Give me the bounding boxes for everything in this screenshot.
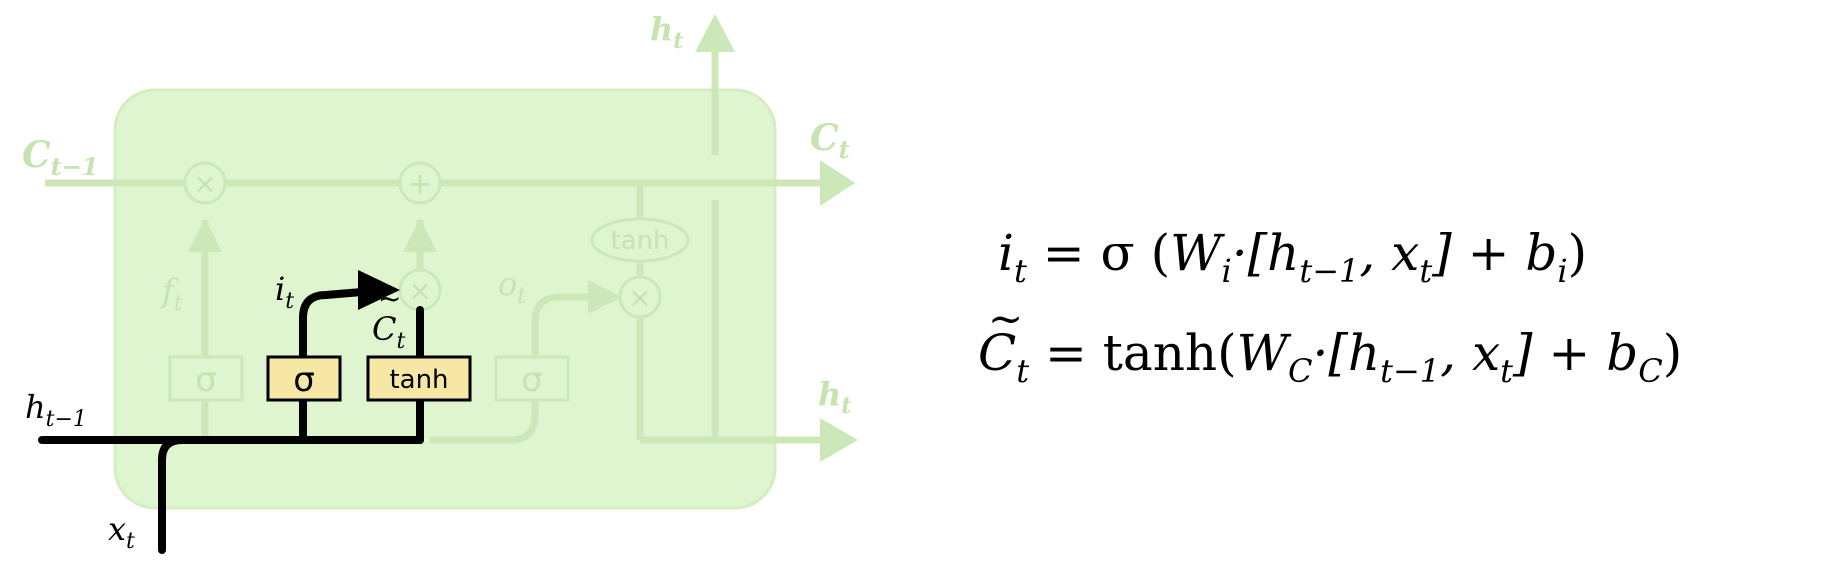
eq1-w-sub: i	[1221, 252, 1232, 290]
input-sigma-box	[266, 355, 342, 402]
box-sigma-output: σ	[521, 360, 543, 400]
label-h-right: ht	[818, 375, 851, 419]
faded-labels: Ct−1 Ct ht ht ft ot	[22, 10, 851, 419]
faded-arrowheads	[188, 14, 858, 462]
eq1-close: ] + b	[1432, 224, 1558, 282]
op-mult-input: ×	[408, 274, 431, 307]
faded-box-labels: σ σ	[195, 360, 543, 400]
eq2-lhs-letter: C	[978, 324, 1017, 382]
eq1-lhs-sub: t	[1014, 252, 1027, 290]
equation-input-gate: it = σ (Wi·[ht−1, xt] + bi)	[998, 228, 1587, 287]
eq1-b-sub: i	[1557, 252, 1568, 290]
faded-boxes	[168, 355, 570, 402]
eq2-close: ] + b	[1513, 324, 1639, 382]
tanh-cell-ellipse	[590, 217, 690, 263]
box-sigma-forget: σ	[195, 360, 217, 400]
eq2-end: )	[1662, 324, 1683, 382]
eq2-w-sub: C	[1288, 352, 1313, 390]
label-o-t: ot	[498, 265, 526, 309]
label-c-tilde-tilde: ~	[378, 282, 401, 315]
tanh-candidate-box	[366, 355, 472, 402]
op-add-cell: +	[407, 167, 432, 202]
input-gate-arrow	[358, 270, 400, 310]
h-top-arrow	[695, 14, 735, 52]
input-gate-path	[299, 288, 366, 361]
eq2-mid: ·[h	[1312, 324, 1381, 382]
eq1-eq: = σ (	[1026, 224, 1171, 282]
add-circle	[398, 161, 442, 205]
eq1-comma: , x	[1359, 224, 1420, 282]
faded-op-labels: × + × × tanh	[193, 167, 669, 314]
eq1-h-sub: t−1	[1299, 252, 1360, 290]
h-right-arrow	[820, 418, 858, 462]
eq1-mid: ·[h	[1231, 224, 1300, 282]
output-mult-circle	[618, 275, 662, 319]
lstm-cell-diagram: × + × × tanh σ σ Ct−1 Ct ht ht ft ot σ	[22, 10, 858, 554]
output-arrow	[588, 280, 622, 314]
op-mult-forget: ×	[193, 167, 216, 200]
box-tanh-candidate: tanh	[389, 365, 448, 395]
eq1-lhs: i	[998, 224, 1014, 282]
eq2-x-sub: t	[1500, 352, 1514, 390]
eq2-h-sub: t−1	[1380, 352, 1441, 390]
forget-mult-circle	[183, 161, 227, 205]
highlight-box-labels: σ tanh	[293, 360, 448, 400]
label-i-t: it	[275, 270, 294, 314]
eq2-lhs: C	[978, 298, 1024, 378]
add-arrow	[403, 218, 437, 252]
label-h-prev: ht−1	[25, 388, 87, 432]
equation-candidate: Ct = tanh(WC·[ht−1, xt] + bC)	[978, 298, 1682, 390]
box-sigma-input: σ	[293, 360, 315, 400]
highlight-boxes	[266, 355, 472, 402]
forget-arrow	[188, 218, 222, 252]
cell-background	[113, 88, 777, 510]
forget-sigma-box	[168, 355, 244, 402]
label-x-t: xt	[108, 510, 135, 554]
box-tanh-cell: tanh	[610, 226, 669, 256]
highlight-labels: ht−1 xt it ~ Ct	[25, 270, 405, 554]
cell-state-arrow	[820, 160, 855, 206]
eq1-x-sub: t	[1419, 252, 1433, 290]
eq2-w: W	[1236, 324, 1289, 382]
label-c-tilde: Ct	[372, 310, 405, 354]
x-t-input-line	[158, 436, 186, 554]
eq2-comma: , x	[1440, 324, 1501, 382]
eq2-lhs-sub: t	[1016, 352, 1030, 390]
op-mult-output: ×	[628, 281, 651, 314]
eq2-eq: = tanh(	[1029, 324, 1237, 382]
eq1-w: W	[1170, 224, 1222, 282]
eq2-b-sub: C	[1638, 352, 1663, 390]
output-sigma-box	[494, 355, 570, 402]
label-c-t: Ct	[810, 117, 850, 164]
label-h-top: ht	[650, 10, 683, 54]
highlight-paths	[38, 288, 424, 554]
label-c-prev: Ct−1	[22, 134, 99, 181]
eq1-end: )	[1567, 224, 1588, 282]
